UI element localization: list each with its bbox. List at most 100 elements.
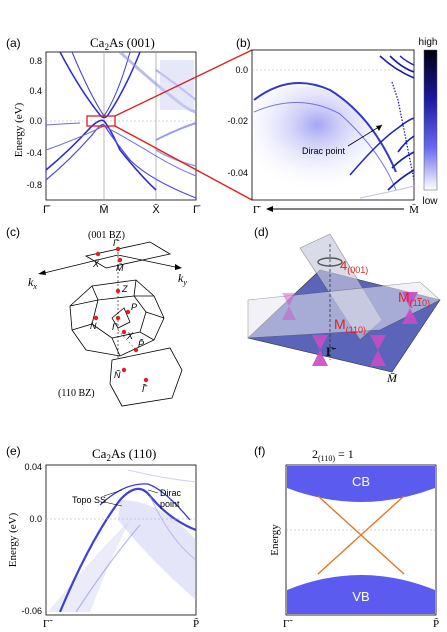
panel-c-kx-arrowhead	[38, 270, 46, 275]
point-z	[115, 288, 121, 294]
point-gamma-tilde	[143, 377, 149, 383]
panel-c-surface-bz-110	[109, 347, 183, 407]
point-m-bar	[117, 257, 123, 263]
panel-b-right-band-4	[397, 135, 415, 153]
panel-e-band-5	[127, 469, 197, 483]
panel-e-xlabel-right: P̃	[193, 617, 199, 630]
label-gamma-bar: Γ̄	[113, 238, 120, 248]
panel-c-bulk-bz	[69, 279, 165, 357]
colorbar-high-label: high	[419, 37, 438, 48]
panel-d-mirror-plane-2	[247, 281, 441, 339]
panel-b-ytick: -0.04	[227, 168, 248, 178]
panel-d-mirror-2-label: M(110)	[334, 316, 366, 335]
panel-a-ytick: -0.4	[26, 148, 42, 158]
panel-e-yaxis: 0.04 0.0 -0.06	[21, 462, 42, 616]
panel-a-ytick: -0.8	[26, 180, 42, 190]
panel-b-right-band-3	[399, 55, 415, 66]
panel-e-band-main	[58, 487, 197, 613]
band-2	[45, 123, 197, 199]
panel-e: (e) Ca2As (110) Topo SS Dirac point 0.04…	[6, 444, 199, 630]
cone	[370, 335, 386, 350]
panel-e-bulk-haze	[118, 500, 196, 600]
point-gamma	[115, 315, 121, 321]
panel-c-bz001-label: (001 BZ)	[88, 230, 125, 241]
panel-b-xlabel-left: Γ̄	[253, 204, 261, 216]
panel-e-bands	[48, 469, 197, 613]
panel-f-title: 2(110) = 1	[312, 447, 354, 463]
label-gamma: Γ	[112, 322, 118, 332]
cone	[402, 308, 418, 324]
panel-c-label: (c)	[6, 225, 20, 239]
panel-b-xlabel-right: M̄	[409, 204, 419, 216]
panel-a: (a) Ca2As (001) 0.8 0.4 0.0	[6, 35, 201, 216]
panel-a-xtick: M̄	[99, 203, 108, 216]
cone	[312, 335, 328, 350]
panel-c-kx-axis	[39, 254, 119, 275]
band-3	[59, 51, 141, 119]
panel-f-ylabel: Energy	[269, 524, 281, 556]
panel-e-band-2	[99, 483, 191, 521]
panel-e-ytick: -0.06	[21, 606, 42, 616]
panel-b-right-band-2	[389, 55, 415, 73]
panel-b-ytick: -0.02	[227, 116, 248, 126]
panel-a-title: Ca2As (001)	[90, 35, 155, 52]
panel-c-ky-axis	[117, 254, 181, 269]
panel-e-xlabel-left: Γ̃	[43, 618, 53, 630]
panel-a-label: (a)	[6, 36, 21, 50]
panel-f-vb-label: VB	[352, 589, 369, 604]
panel-f-surface-state-2	[317, 495, 405, 575]
panel-f: (f) 2(110) = 1 CB VB Energy Γ̃ P̃	[254, 444, 439, 630]
point-x	[121, 329, 127, 335]
panel-b-bulk-region	[254, 85, 395, 198]
panel-f-label: (f)	[254, 444, 265, 458]
panel-c-points	[93, 246, 149, 383]
colorbar-low-label: low	[422, 196, 438, 207]
panel-f-conduction-band	[287, 466, 435, 502]
panel-a-xtick: Γ̄	[43, 204, 51, 216]
label-n-tilde: Ñ	[114, 370, 121, 380]
panel-b-right-band-7	[359, 185, 415, 199]
panel-b-right-band-6	[387, 169, 415, 191]
panel-a-zoom-box	[86, 115, 116, 127]
band-1	[45, 119, 157, 191]
panel-f-xlabel-right: P̃	[433, 617, 439, 630]
point-gamma-bar	[115, 246, 121, 252]
panel-a-ytick: 0.4	[29, 86, 42, 96]
panel-e-band-3	[75, 524, 141, 613]
label-p-tilde: P̃	[138, 338, 144, 349]
panel-e-band-4	[149, 495, 197, 561]
panel-a-bands	[45, 50, 197, 199]
panel-a-xaxis: Γ̄ M̄ X̄ Γ̄	[43, 203, 201, 216]
panel-b-right-band-5	[391, 151, 415, 169]
panel-c-surface-bz-001	[84, 241, 172, 269]
label-n: N	[90, 321, 97, 331]
panel-c-point-labels: Γ̄ X̄ M̄ Z N Γ P X P̃ Ñ Γ̃	[90, 238, 148, 394]
panel-b-dirac-branch	[391, 81, 415, 181]
panel-b-dirac-branch-2	[349, 117, 415, 176]
panel-c: (c) (001 BZ) kx ky	[6, 225, 187, 407]
panel-c-link-line	[117, 329, 137, 351]
panel-e-ytick: 0.0	[29, 514, 42, 524]
label-x: X	[126, 331, 134, 341]
panel-e-dirac-arrow	[147, 489, 159, 494]
panel-c-ky-arrowhead	[175, 264, 182, 270]
panel-e-topo-arrow-1	[103, 489, 123, 497]
cone	[312, 350, 328, 366]
label-x-bar: X̄	[92, 259, 100, 269]
panel-b-bands	[253, 55, 415, 199]
panel-b-label: (b)	[236, 36, 251, 50]
band-7	[45, 125, 197, 177]
panel-d-mirror-1-label: M(110)	[398, 289, 430, 308]
label-z: Z	[121, 284, 128, 294]
label-gamma-tilde: Γ̃	[142, 383, 148, 394]
panel-e-dirac-label-1: Dirac	[160, 488, 182, 498]
cone	[282, 306, 296, 320]
panel-e-label: (e)	[6, 444, 21, 458]
panel-b-annotation-arrow	[347, 124, 383, 147]
panel-b-right-band-1	[379, 55, 415, 79]
panel-b-ytick: 0.0	[235, 65, 248, 75]
point-n	[93, 315, 99, 321]
panel-a-xtick: Γ̄	[193, 204, 201, 216]
panel-f-xlabel-left: Γ̃	[283, 618, 293, 630]
